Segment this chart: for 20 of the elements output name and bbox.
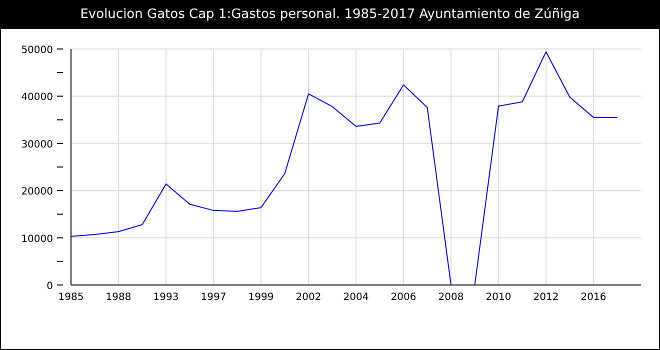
- x-tick-label: 2010: [486, 292, 512, 304]
- x-tick-label: 2012: [533, 292, 559, 304]
- x-tick-label: 1997: [200, 292, 226, 304]
- x-tick-label: 1988: [106, 292, 132, 304]
- y-tick-label: 10000: [21, 234, 53, 245]
- x-tick-label: 1985: [58, 292, 84, 304]
- y-tick-label: 30000: [21, 139, 53, 150]
- x-tick-label: 2002: [296, 292, 322, 304]
- chart-title: Evolucion Gatos Cap 1:Gastos personal. 1985-2017 Ayuntamiento de Zúñiga: [1, 1, 659, 29]
- x-tick-label: 1999: [248, 292, 274, 304]
- x-tick-label: 2004: [343, 292, 369, 304]
- y-tick-label: 50000: [21, 45, 53, 56]
- line-series: [71, 51, 618, 285]
- y-tick-label: 40000: [21, 92, 53, 104]
- x-tick-label: 1993: [153, 292, 179, 304]
- x-tick-label: 2016: [580, 292, 606, 304]
- y-tick-label: 0: [46, 281, 53, 292]
- x-tick-label: 2006: [390, 292, 416, 304]
- x-tick-label: 2008: [438, 292, 464, 304]
- y-tick-label: 20000: [21, 186, 53, 198]
